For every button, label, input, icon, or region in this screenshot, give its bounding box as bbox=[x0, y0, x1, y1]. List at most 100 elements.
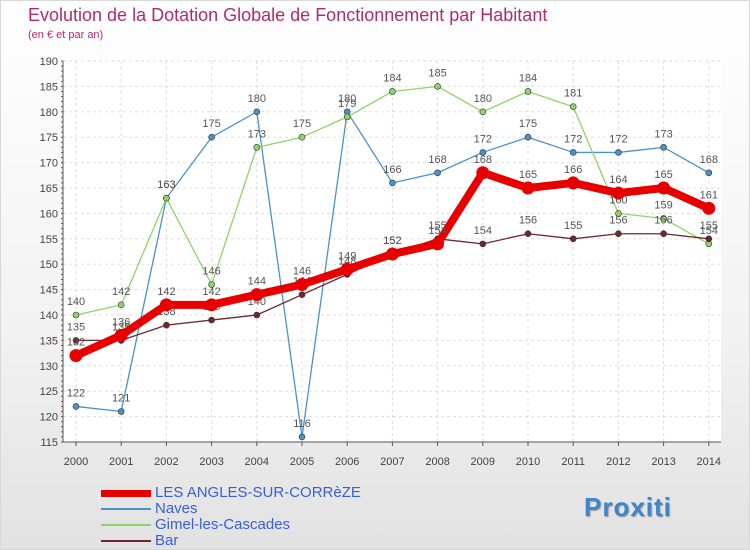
data-label: 184 bbox=[383, 72, 401, 84]
data-point bbox=[72, 311, 80, 319]
data-label: 165 bbox=[654, 169, 672, 181]
y-tick-label: 150 bbox=[40, 259, 58, 271]
data-point bbox=[566, 176, 580, 190]
data-label: 142 bbox=[157, 286, 175, 298]
data-point bbox=[114, 328, 128, 342]
data-point bbox=[660, 215, 667, 222]
data-label: 173 bbox=[654, 128, 672, 140]
chart-subtitle: (en € et par an) bbox=[28, 29, 104, 41]
data-label: 155 bbox=[700, 220, 718, 232]
data-point bbox=[250, 288, 264, 302]
x-tick-label: 2004 bbox=[245, 456, 269, 468]
y-tick-label: 120 bbox=[40, 412, 58, 424]
data-point bbox=[479, 149, 487, 156]
data-label: 185 bbox=[428, 67, 446, 79]
y-tick-label: 155 bbox=[40, 234, 58, 246]
data-label: 166 bbox=[564, 164, 582, 176]
legend-swatch bbox=[101, 508, 151, 510]
y-tick-label: 145 bbox=[40, 285, 58, 297]
data-label: 132 bbox=[67, 337, 85, 349]
data-label: 179 bbox=[338, 98, 356, 110]
data-label: 163 bbox=[157, 179, 175, 191]
data-point bbox=[163, 321, 170, 329]
data-point bbox=[476, 166, 490, 180]
data-point bbox=[434, 83, 441, 90]
data-point bbox=[705, 235, 713, 243]
data-point bbox=[434, 169, 441, 177]
data-label: 181 bbox=[564, 88, 582, 100]
legend-swatch bbox=[101, 524, 151, 526]
data-label: 146 bbox=[293, 266, 311, 278]
data-label: 172 bbox=[564, 133, 582, 145]
x-tick-label: 2006 bbox=[335, 456, 359, 468]
data-label: 180 bbox=[248, 93, 266, 105]
data-point bbox=[208, 133, 215, 141]
y-tick-label: 140 bbox=[40, 310, 58, 322]
data-label: 164 bbox=[609, 174, 627, 186]
x-tick-label: 2000 bbox=[64, 456, 88, 468]
data-label: 184 bbox=[519, 72, 537, 84]
data-point bbox=[431, 237, 445, 251]
data-label: 168 bbox=[700, 154, 718, 166]
x-tick-label: 2005 bbox=[290, 456, 314, 468]
data-label: 156 bbox=[519, 215, 537, 227]
legend-swatch bbox=[101, 540, 151, 542]
data-point bbox=[295, 278, 309, 292]
data-point bbox=[72, 403, 80, 410]
data-point bbox=[163, 194, 170, 202]
legend-label: Naves bbox=[155, 500, 198, 517]
data-label: 175 bbox=[519, 118, 537, 130]
data-label: 156 bbox=[609, 215, 627, 227]
legend-label: Bar bbox=[155, 532, 179, 549]
data-label: 135 bbox=[67, 321, 85, 333]
data-point bbox=[389, 88, 396, 95]
data-label: 180 bbox=[474, 93, 492, 105]
proxiti-logo: Proxiti bbox=[584, 492, 672, 522]
data-label: 180 bbox=[338, 93, 356, 105]
legend-label: LES ANGLES-SUR-CORRèZE bbox=[155, 484, 361, 501]
y-tick-label: 125 bbox=[40, 386, 58, 398]
x-tick-label: 2009 bbox=[471, 456, 495, 468]
y-tick-label: 175 bbox=[40, 132, 58, 144]
data-label: 156 bbox=[654, 215, 672, 227]
data-label: 165 bbox=[519, 169, 537, 181]
legend-swatch bbox=[101, 490, 151, 497]
x-tick-label: 2014 bbox=[697, 456, 721, 468]
data-point bbox=[385, 247, 399, 261]
data-point bbox=[208, 316, 215, 324]
data-point bbox=[569, 103, 577, 111]
data-point bbox=[524, 133, 532, 141]
data-point bbox=[117, 408, 125, 415]
data-point bbox=[298, 291, 306, 298]
data-label: 152 bbox=[383, 235, 401, 247]
y-tick-label: 190 bbox=[40, 56, 58, 68]
y-tick-label: 165 bbox=[40, 183, 58, 195]
data-label: 166 bbox=[383, 164, 401, 176]
data-label: 159 bbox=[654, 199, 672, 211]
y-tick-label: 135 bbox=[40, 335, 58, 347]
data-label: 146 bbox=[202, 266, 220, 278]
data-point bbox=[253, 144, 261, 151]
data-point bbox=[569, 149, 577, 156]
data-point bbox=[253, 311, 261, 319]
data-point bbox=[657, 181, 671, 195]
data-point bbox=[208, 281, 215, 288]
data-label: 173 bbox=[248, 128, 266, 140]
y-tick-label: 170 bbox=[40, 158, 58, 170]
data-point bbox=[660, 230, 667, 238]
y-tick-label: 160 bbox=[40, 208, 58, 220]
data-label: 140 bbox=[67, 296, 85, 308]
data-point bbox=[524, 230, 532, 238]
data-label: 172 bbox=[609, 133, 627, 145]
y-tick-label: 115 bbox=[40, 437, 58, 449]
data-point bbox=[159, 298, 173, 312]
x-tick-label: 2003 bbox=[199, 456, 223, 468]
y-tick-label: 180 bbox=[40, 107, 58, 119]
data-point bbox=[660, 144, 667, 151]
data-point bbox=[343, 113, 351, 121]
data-label: 116 bbox=[293, 418, 311, 430]
data-point bbox=[69, 349, 83, 363]
data-point bbox=[298, 133, 306, 141]
data-point bbox=[253, 108, 261, 116]
data-point bbox=[615, 230, 622, 238]
